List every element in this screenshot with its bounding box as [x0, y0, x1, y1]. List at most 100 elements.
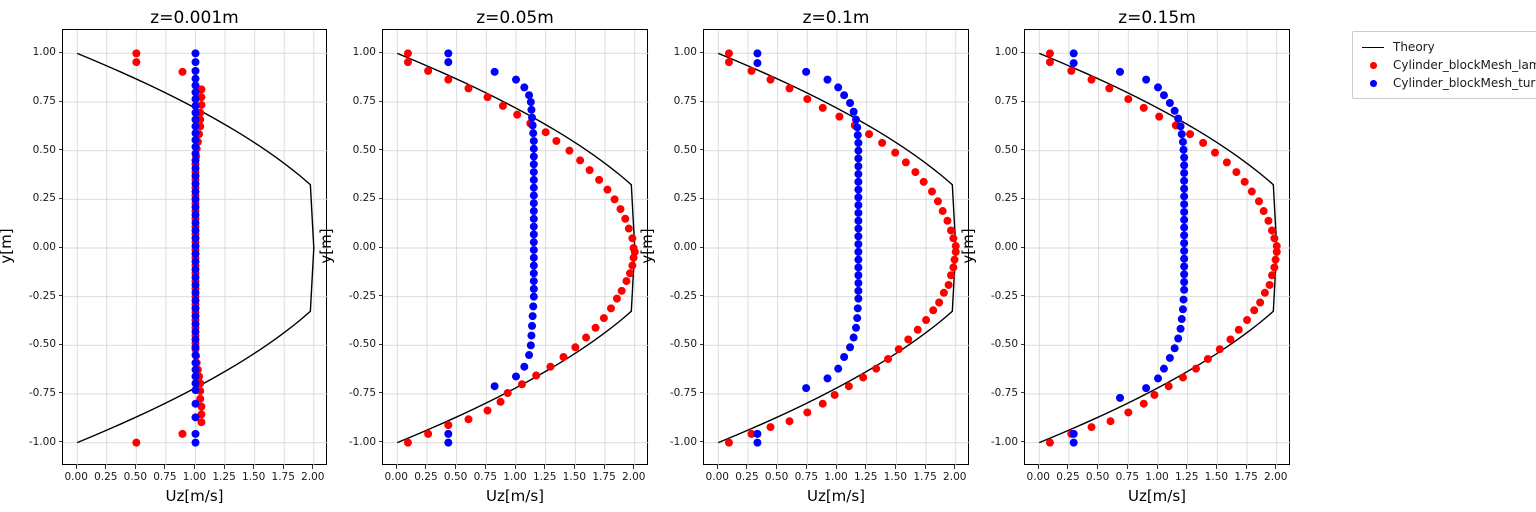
legend-label: Theory [1393, 40, 1435, 54]
y-tick-mark [58, 392, 62, 394]
x-tick-label: 0.00 [1026, 471, 1050, 483]
series-points-turbulence [191, 49, 200, 447]
y-tick-mark [699, 197, 703, 199]
y-tick-label: 0.00 [673, 241, 697, 253]
y-tick-label: 0.75 [32, 95, 56, 108]
x-tick-mark [716, 465, 718, 469]
y-tick-label: 0.00 [32, 241, 56, 253]
y-tick-label: -0.50 [28, 338, 56, 351]
x-tick-mark [105, 465, 107, 469]
y-tick-mark [58, 100, 62, 102]
y-tick-label: 1.00 [32, 46, 56, 59]
x-tick-label: 0.00 [384, 471, 408, 483]
y-tick-mark [699, 392, 703, 394]
series-points-turbulence [1069, 49, 1189, 447]
legend-circle-icon [1360, 58, 1386, 72]
y-tick-mark [378, 343, 382, 345]
y-tick-mark [1020, 295, 1024, 297]
y-tick-label: -0.75 [28, 386, 56, 399]
x-tick-label: 1.00 [503, 471, 527, 483]
x-tick-mark [544, 465, 546, 469]
x-tick-mark [1037, 465, 1039, 469]
y-tick-mark [378, 51, 382, 53]
x-tick-mark [312, 465, 314, 469]
x-tick-mark [1215, 465, 1217, 469]
y-tick-label: 0.00 [994, 241, 1018, 253]
x-tick-label: 1.50 [883, 471, 908, 483]
y-tick-mark [378, 149, 382, 151]
x-axis-title: Uz[m/s] [485, 487, 545, 505]
x-tick-mark [1186, 465, 1188, 469]
y-tick-label: 0.25 [673, 192, 697, 205]
x-tick-label: 1.50 [562, 471, 587, 483]
series-points-laminar [724, 49, 960, 447]
x-tick-label: 0.25 [94, 471, 118, 483]
y-tick-mark [1020, 197, 1024, 199]
x-tick-label: 2.00 [301, 471, 325, 483]
x-tick-mark [395, 465, 397, 469]
y-tick-mark [378, 441, 382, 443]
legend-item[interactable]: Theory [1360, 38, 1536, 56]
x-tick-mark [1275, 465, 1277, 469]
y-tick-label: -0.50 [348, 338, 376, 351]
x-tick-mark [633, 465, 635, 469]
y-tick-mark [1020, 343, 1024, 345]
y-tick-mark [1020, 100, 1024, 102]
y-tick-label: 0.25 [994, 192, 1018, 205]
plot-graphics [704, 30, 970, 466]
y-tick-mark [378, 246, 382, 248]
y-tick-label: 0.25 [32, 192, 56, 205]
legend-item[interactable]: Cylinder_blockMesh_turbulence [1360, 74, 1536, 92]
x-tick-mark [75, 465, 77, 469]
plot-graphics [383, 30, 649, 466]
panel-title: z=0.15m [1118, 8, 1196, 28]
y-tick-label: 0.50 [32, 143, 56, 156]
x-tick-label: 0.25 [1056, 471, 1080, 483]
x-tick-mark [1156, 465, 1158, 469]
y-tick-mark [699, 149, 703, 151]
legend-circle-icon [1360, 76, 1386, 90]
x-tick-mark [223, 465, 225, 469]
x-tick-mark [194, 465, 195, 469]
legend-label: Cylinder_blockMesh_laminar [1393, 58, 1536, 72]
y-tick-label: -1.00 [348, 435, 376, 448]
dot-swatch [1370, 80, 1377, 87]
y-tick-mark [378, 295, 382, 297]
y-tick-label: -0.50 [990, 338, 1018, 351]
series-points-turbulence [753, 49, 863, 447]
y-tick-mark [58, 343, 62, 345]
x-tick-mark [835, 465, 837, 469]
x-tick-label: 0.25 [414, 471, 438, 483]
x-tick-label: 1.75 [592, 471, 616, 483]
x-tick-label: 1.00 [1145, 471, 1169, 483]
legend-item[interactable]: Cylinder_blockMesh_laminar [1360, 56, 1536, 74]
dot-swatch [1370, 62, 1377, 69]
line-swatch [1362, 46, 1384, 48]
y-tick-label: -1.00 [990, 435, 1018, 448]
x-tick-mark [573, 465, 575, 469]
y-tick-label: -0.50 [669, 338, 697, 351]
y-tick-mark [58, 51, 62, 53]
y-tick-label: -1.00 [669, 435, 697, 448]
x-tick-mark [253, 465, 255, 469]
y-axis-title: y[m] [959, 228, 977, 264]
x-tick-mark [865, 465, 867, 469]
x-axis-title: Uz[m/s] [165, 487, 224, 505]
x-tick-label: 2.00 [943, 471, 967, 483]
x-tick-mark [894, 465, 896, 469]
legend: Theory Cylinder_blockMesh_laminar Cylinder… [1352, 31, 1536, 99]
y-tick-label: 0.75 [673, 95, 697, 108]
y-tick-label: 1.00 [673, 46, 697, 59]
x-tick-label: 0.25 [735, 471, 759, 483]
x-tick-label: 0.00 [705, 471, 729, 483]
y-tick-label: 1.00 [994, 46, 1018, 59]
x-tick-label: 0.50 [123, 471, 148, 483]
x-tick-mark [954, 465, 956, 469]
x-tick-label: 2.00 [622, 471, 646, 483]
x-tick-label: 0.50 [764, 471, 789, 483]
y-tick-label: -0.25 [348, 289, 376, 302]
x-tick-mark [603, 465, 605, 469]
y-tick-label: -0.25 [990, 289, 1018, 302]
